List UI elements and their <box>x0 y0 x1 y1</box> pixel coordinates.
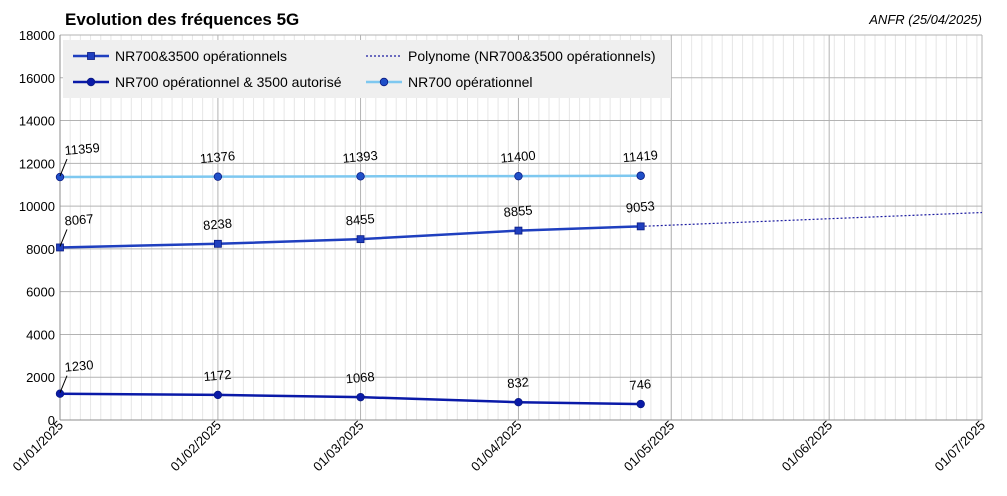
series-point <box>356 392 365 402</box>
chart-source: ANFR (25/04/2025) <box>868 12 982 27</box>
label-leader <box>59 158 68 177</box>
data-label: 1172 <box>203 367 232 384</box>
y-tick-label: 4000 <box>26 327 55 342</box>
data-label: 1068 <box>345 369 375 386</box>
x-tick-label: 01/04/2025 <box>468 418 525 475</box>
y-tick-label: 2000 <box>26 370 55 385</box>
y-tick-label: 6000 <box>26 285 55 300</box>
series-point <box>356 172 365 181</box>
legend-marker <box>379 77 389 87</box>
y-tick-label: 16000 <box>19 71 55 86</box>
data-label: 8067 <box>64 211 94 228</box>
series-point <box>55 172 65 182</box>
legend-label: NR700&3500 opérationnels <box>115 48 287 64</box>
series-point <box>514 171 523 181</box>
label-leader <box>59 229 68 247</box>
series-point <box>356 235 365 244</box>
legend-label: NR700 opérationnel <box>408 74 533 90</box>
legend-label: NR700 opérationnel & 3500 autorisé <box>115 74 342 90</box>
series-point <box>55 389 65 398</box>
y-tick-label: 14000 <box>19 114 55 129</box>
x-tick-label: 01/03/2025 <box>310 418 367 475</box>
x-tick-label: 01/02/2025 <box>167 418 224 475</box>
data-label: 8238 <box>202 216 232 233</box>
y-tick-label: 12000 <box>19 156 55 171</box>
series-point <box>214 239 222 248</box>
legend-marker <box>86 77 96 87</box>
x-tick-label: 01/06/2025 <box>779 418 836 475</box>
data-label: 11419 <box>622 147 658 165</box>
series-point <box>56 243 64 252</box>
series-point <box>636 171 645 180</box>
data-label: 746 <box>629 376 652 393</box>
x-tick-label: 01/07/2025 <box>931 418 988 475</box>
axes <box>59 35 982 421</box>
data-label: 11376 <box>199 148 235 166</box>
x-tick-labels: 01/01/2025 01/02/2025 01/03/2025 01/04/2025… <box>9 418 988 475</box>
x-tick-label: 01/01/2025 <box>9 418 66 475</box>
data-labels: 8067 8238 8455 8855 9053 1230 1172 1068 832 746 11… <box>59 140 658 393</box>
series-point <box>514 398 523 407</box>
y-tick-labels: 0 2000 4000 6000 8000 10000 12000 14000 16000 180… <box>19 28 55 428</box>
data-label: 11400 <box>500 148 536 166</box>
data-label: 832 <box>507 374 530 391</box>
data-label: 11393 <box>342 148 378 166</box>
legend: NR700&3500 opérationnels Polynome (NR700&… <box>63 40 671 98</box>
data-label: 9053 <box>625 198 655 215</box>
data-label: 1230 <box>64 357 94 374</box>
legend-marker <box>87 52 95 60</box>
series-point <box>213 390 223 400</box>
y-tick-label: 8000 <box>26 242 55 257</box>
chart-title: Evolution des fréquences 5G <box>65 10 299 29</box>
series-point <box>636 222 645 231</box>
minor-grid <box>60 35 982 420</box>
y-tick-label: 10000 <box>19 199 55 214</box>
data-label: 8855 <box>503 202 533 219</box>
series-point <box>213 172 223 181</box>
data-label: 8455 <box>345 211 375 228</box>
legend-box <box>63 40 671 98</box>
y-tick-label: 0 <box>48 413 55 428</box>
y-tick-label: 18000 <box>19 28 55 43</box>
x-tick-label: 01/05/2025 <box>621 418 678 475</box>
series-line <box>59 174 641 179</box>
legend-label: Polynome (NR700&3500 opérationnels) <box>408 48 655 64</box>
label-leader <box>59 375 68 393</box>
series-point <box>514 226 523 235</box>
series-point <box>636 399 645 409</box>
data-label: 11359 <box>64 140 100 158</box>
trendline <box>640 211 983 227</box>
series-layer <box>55 171 983 409</box>
